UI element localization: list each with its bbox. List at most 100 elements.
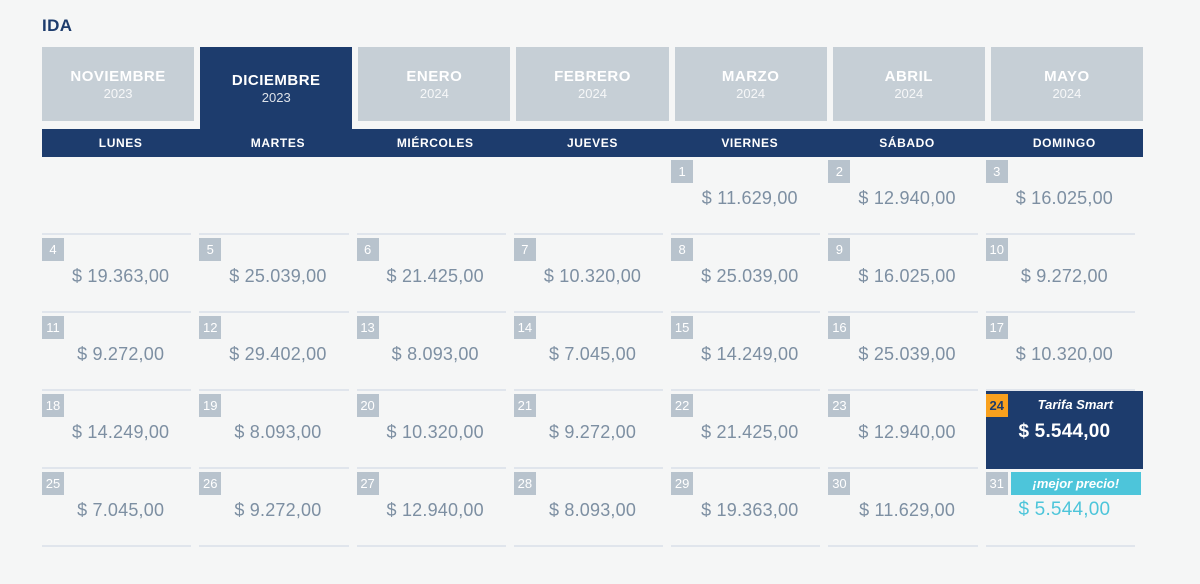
month-tab-abril[interactable]: ABRIL 2024 [832, 47, 985, 121]
calendar-day-cell[interactable]: 3 $ 16.025,00 [985, 157, 1143, 235]
calendar-day-cell[interactable]: 15 $ 14.249,00 [671, 313, 828, 391]
day-number-badge: 11 [42, 316, 64, 339]
calendar-day-cell[interactable]: 2 $ 12.940,00 [828, 157, 985, 235]
day-number-badge: 27 [356, 472, 379, 495]
day-number-badge: 14 [513, 316, 536, 339]
day-number-badge: 8 [671, 238, 694, 261]
day-number-badge: 13 [356, 316, 379, 339]
calendar-day-cell-selected[interactable]: 24 Tarifa Smart $ 5.544,00 [985, 391, 1143, 469]
day-number-badge: 3 [985, 160, 1008, 183]
calendar-day-cell[interactable]: 10 $ 9.272,00 [985, 235, 1143, 313]
calendar-day-cell[interactable]: 13 $ 8.093,00 [356, 313, 514, 391]
calendar-day-cell[interactable]: 9 $ 16.025,00 [828, 235, 985, 313]
calendar-day-cell[interactable]: 29 $ 19.363,00 [671, 469, 828, 547]
day-number-badge: 24 [985, 394, 1008, 417]
day-number-badge: 6 [356, 238, 379, 261]
day-number-badge: 30 [828, 472, 851, 495]
calendar-day-cell-best-price[interactable]: 31 ¡mejor precio! $ 5.544,00 [985, 469, 1143, 547]
calendar-day-cell[interactable]: 5 $ 25.039,00 [199, 235, 356, 313]
day-number-badge: 15 [671, 316, 694, 339]
calendar-day-cell[interactable]: 20 $ 10.320,00 [356, 391, 514, 469]
price-label: $ 21.425,00 [701, 422, 799, 442]
calendar-day-cell[interactable]: 26 $ 9.272,00 [199, 469, 356, 547]
month-tab-mayo[interactable]: MAYO 2024 [990, 47, 1143, 121]
calendar-day-cell[interactable]: 30 $ 11.629,00 [828, 469, 985, 547]
month-tab-year: 2024 [419, 85, 449, 101]
price-label: $ 14.249,00 [701, 344, 799, 364]
month-tab-label: MAYO [1044, 67, 1090, 85]
price-label: $ 8.093,00 [391, 344, 479, 364]
day-number-badge: 2 [828, 160, 851, 183]
calendar-grid: 1 $ 11.629,00 2 $ 12.940,00 3 $ 16.025,00 4 $ 1… [42, 157, 1143, 547]
calendar-cell-empty [356, 157, 514, 235]
day-number-badge: 20 [356, 394, 379, 417]
price-label: $ 9.272,00 [548, 422, 637, 442]
calendar-day-cell[interactable]: 8 $ 25.039,00 [671, 235, 828, 313]
price-label: $ 25.039,00 [858, 344, 956, 364]
calendar-day-cell[interactable]: 22 $ 21.425,00 [671, 391, 828, 469]
price-label: $ 11.629,00 [701, 188, 798, 208]
price-label: $ 7.045,00 [77, 500, 165, 520]
calendar-day-cell[interactable]: 17 $ 10.320,00 [985, 313, 1143, 391]
fare-calendar: IDA NOVIEMBRE 2023 DICIEMBRE 2023 ENERO 2024 F… [42, 0, 1143, 547]
price-label: $ 10.320,00 [543, 266, 642, 286]
calendar-day-cell[interactable]: 16 $ 25.039,00 [828, 313, 985, 391]
calendar-day-cell[interactable]: 25 $ 7.045,00 [42, 469, 199, 547]
calendar-day-cell[interactable]: 14 $ 7.045,00 [513, 313, 671, 391]
month-tabs: NOVIEMBRE 2023 DICIEMBRE 2023 ENERO 2024 FEBRE… [42, 47, 1143, 129]
calendar-day-cell[interactable]: 27 $ 12.940,00 [356, 469, 514, 547]
price-label: $ 12.940,00 [386, 500, 484, 520]
best-price-banner: ¡mejor precio! [1010, 472, 1141, 495]
month-tab-noviembre[interactable]: NOVIEMBRE 2023 [42, 47, 195, 121]
weekday-header: VIERNES [721, 136, 779, 150]
month-tab-enero[interactable]: ENERO 2024 [358, 47, 511, 121]
calendar-cell-empty [199, 157, 356, 235]
day-number-badge: 5 [199, 238, 222, 261]
day-number-badge: 16 [828, 316, 851, 339]
calendar-day-cell[interactable]: 4 $ 19.363,00 [42, 235, 199, 313]
calendar-day-cell[interactable]: 6 $ 21.425,00 [356, 235, 514, 313]
price-label: $ 5.544,00 [1018, 421, 1111, 442]
calendar-day-cell[interactable]: 1 $ 11.629,00 [671, 157, 828, 235]
month-tab-year: 2023 [261, 89, 291, 105]
month-tab-year: 2024 [1052, 85, 1082, 101]
calendar-day-cell[interactable]: 19 $ 8.093,00 [199, 391, 356, 469]
month-tab-febrero[interactable]: FEBRERO 2024 [516, 47, 669, 121]
calendar-cell-empty [513, 157, 671, 235]
day-number-badge: 10 [985, 238, 1008, 261]
price-label: $ 9.272,00 [234, 500, 322, 520]
month-tab-marzo[interactable]: MARZO 2024 [674, 47, 827, 121]
calendar-day-cell[interactable]: 11 $ 9.272,00 [42, 313, 199, 391]
price-label: $ 7.045,00 [548, 344, 637, 364]
calendar-day-cell[interactable]: 12 $ 29.402,00 [199, 313, 356, 391]
price-label: $ 21.425,00 [386, 266, 484, 286]
price-label: $ 16.025,00 [858, 266, 956, 286]
day-number-badge: 9 [828, 238, 851, 261]
month-tab-label: FEBRERO [554, 67, 631, 85]
price-label: $ 11.629,00 [859, 500, 956, 520]
calendar-day-cell[interactable]: 21 $ 9.272,00 [513, 391, 671, 469]
month-tab-diciembre[interactable]: DICIEMBRE 2023 [200, 47, 353, 129]
calendar-day-cell[interactable]: 23 $ 12.940,00 [828, 391, 985, 469]
weekday-header: MIÉRCOLES [396, 136, 474, 150]
day-number-badge: 1 [671, 160, 694, 183]
price-label: $ 19.363,00 [701, 500, 799, 520]
calendar-cell-empty [42, 157, 199, 235]
weekday-header: LUNES [98, 136, 143, 150]
weekday-header: MARTES [250, 136, 306, 150]
price-label: $ 10.320,00 [386, 422, 484, 442]
day-number-badge: 26 [199, 472, 222, 495]
price-label: $ 25.039,00 [229, 266, 327, 286]
price-label: $ 9.272,00 [1020, 266, 1108, 286]
weekday-header: SÁBADO [879, 136, 935, 150]
day-number-badge: 19 [199, 394, 222, 417]
price-label: $ 29.402,00 [229, 344, 327, 364]
month-tab-year: 2024 [578, 85, 607, 101]
calendar-day-cell[interactable]: 7 $ 10.320,00 [513, 235, 671, 313]
day-number-badge: 25 [42, 472, 64, 495]
calendar-day-cell[interactable]: 18 $ 14.249,00 [42, 391, 199, 469]
calendar-day-cell[interactable]: 28 $ 8.093,00 [513, 469, 671, 547]
price-label: $ 12.940,00 [858, 188, 956, 208]
day-number-badge: 7 [513, 238, 536, 261]
day-number-badge: 18 [42, 394, 64, 417]
